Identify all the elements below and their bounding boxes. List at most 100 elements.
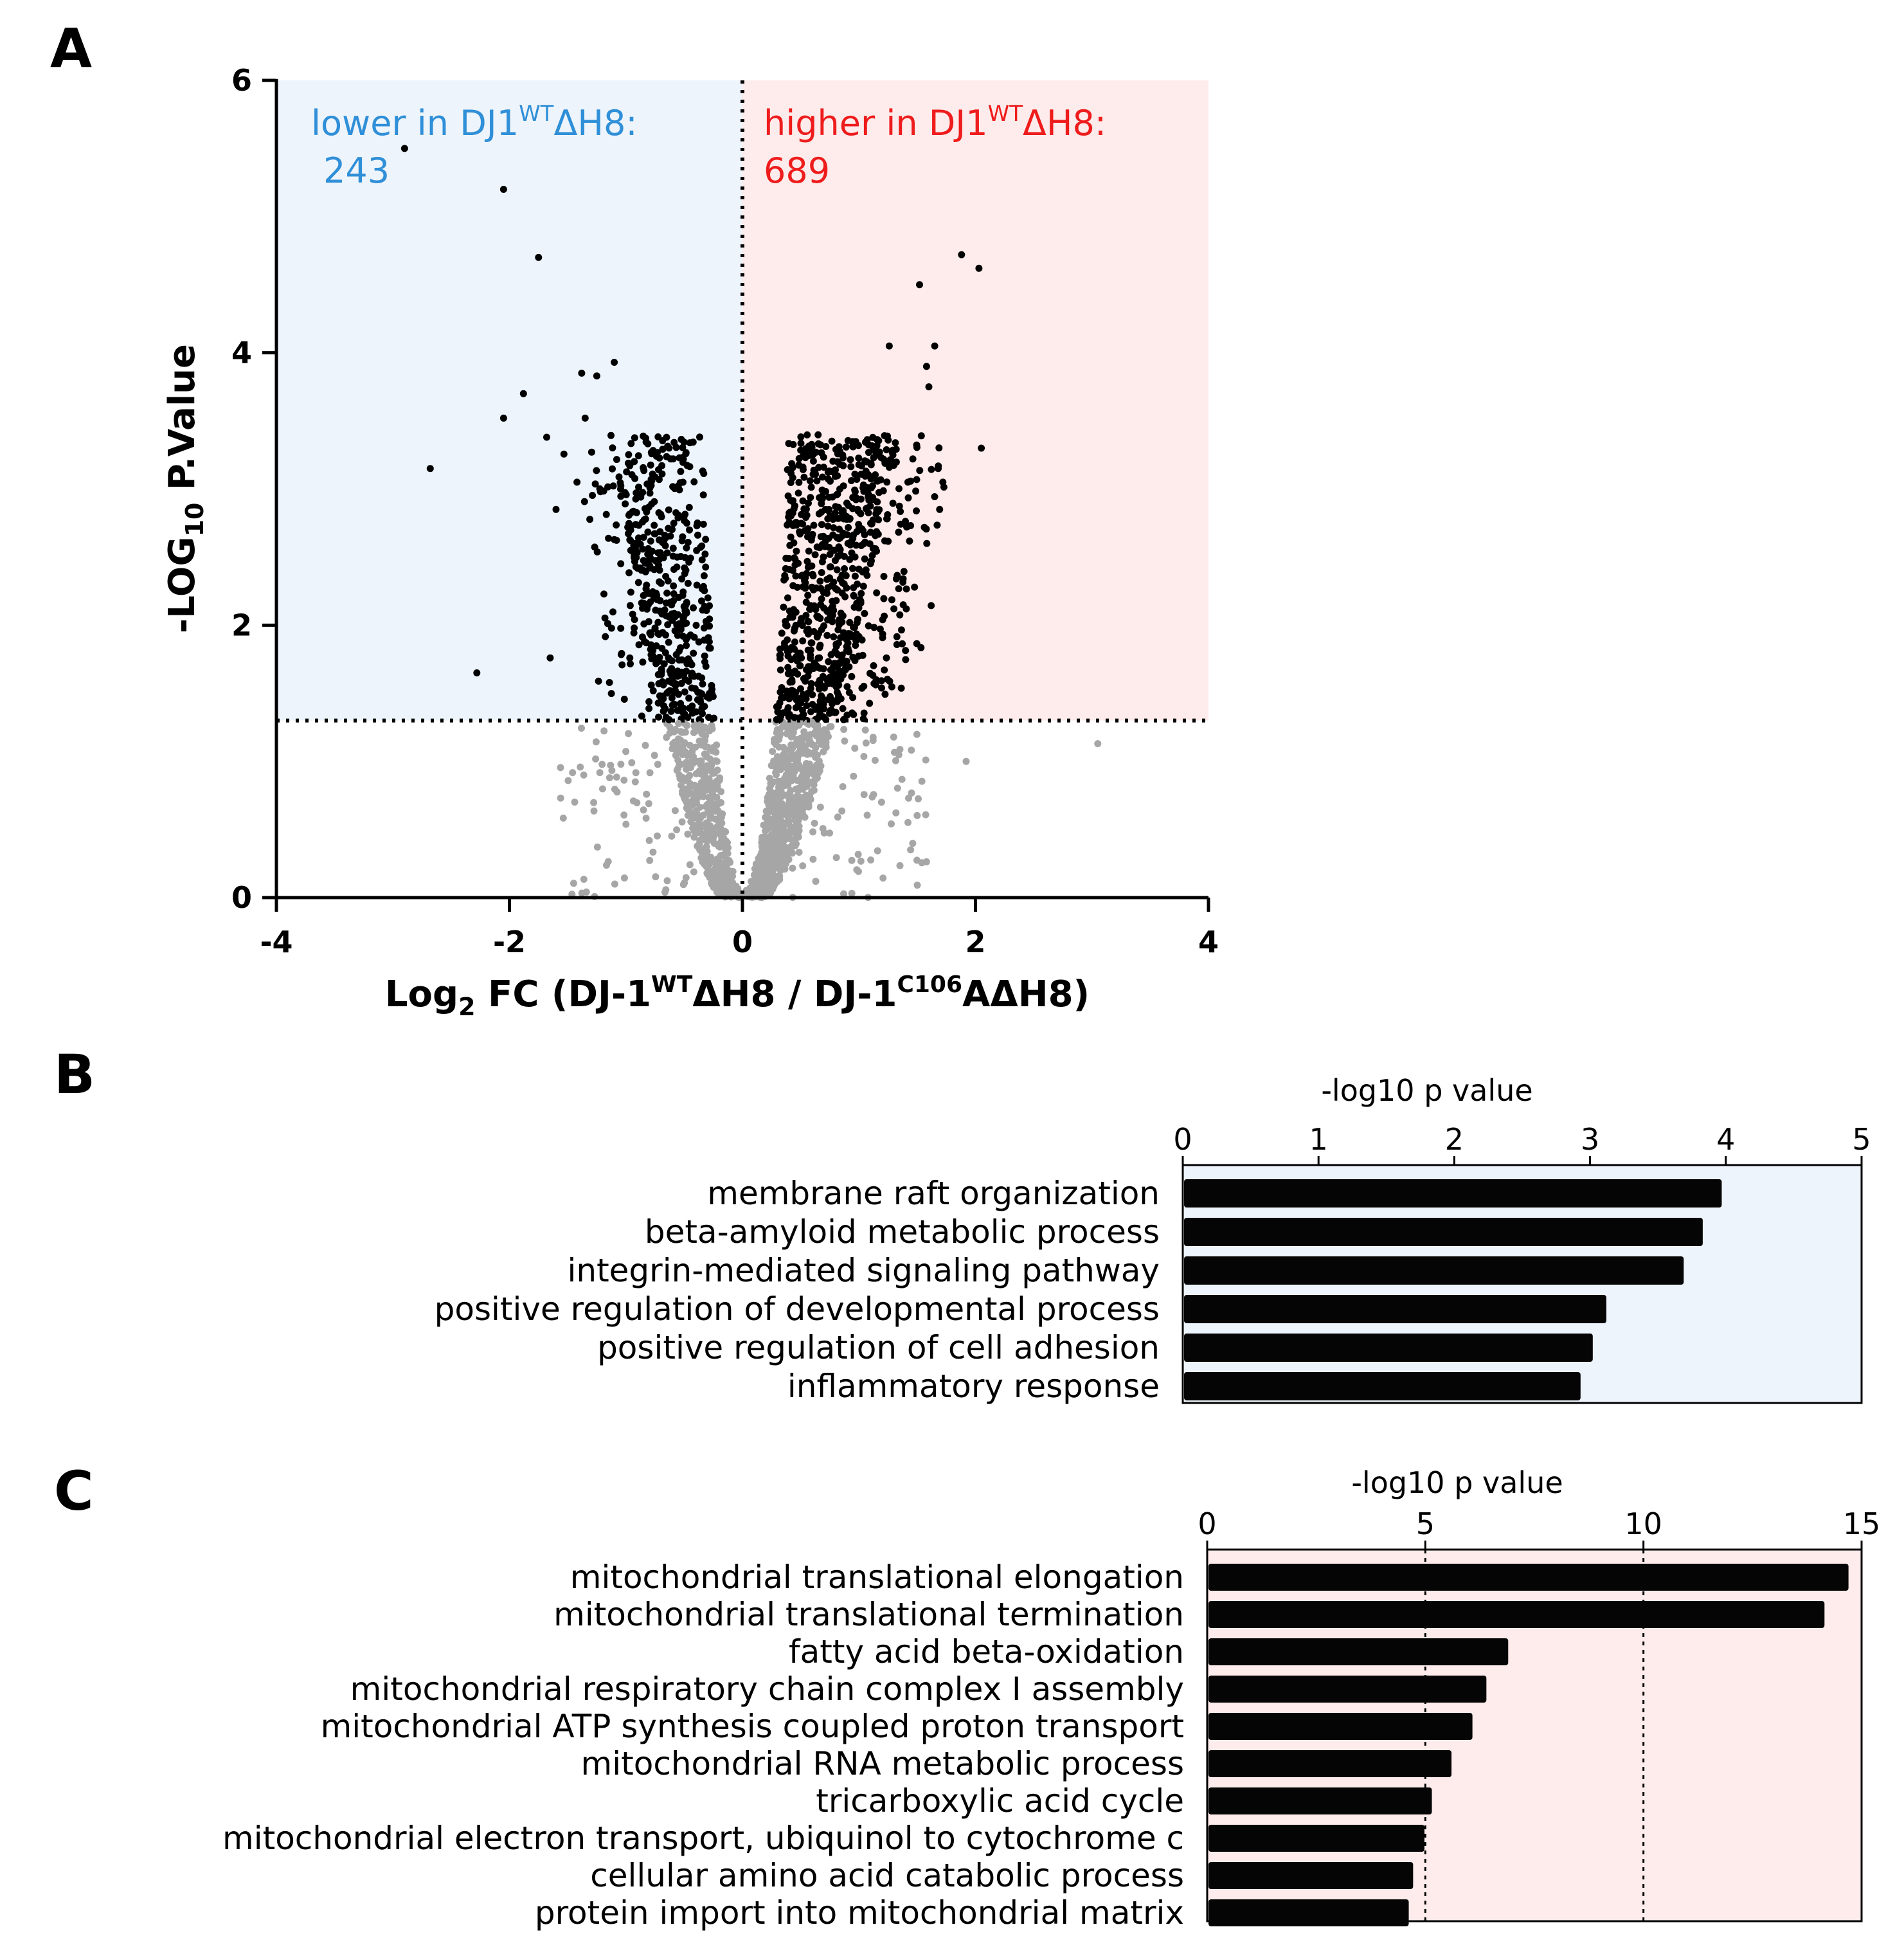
significant-point xyxy=(800,505,808,512)
nonsignificant-point xyxy=(569,769,577,777)
significant-point xyxy=(573,478,581,486)
significant-point xyxy=(849,534,857,542)
significant-point xyxy=(797,520,805,527)
nonsignificant-point xyxy=(826,829,834,837)
significant-point xyxy=(844,645,852,653)
bar xyxy=(1208,1825,1424,1852)
nonsignificant-point xyxy=(600,727,608,735)
significant-point xyxy=(814,431,822,439)
significant-point xyxy=(797,440,805,447)
nonsignificant-point xyxy=(892,809,900,817)
significant-point xyxy=(801,527,809,534)
significant-point xyxy=(827,706,835,714)
nonsignificant-point xyxy=(716,865,724,873)
category-label: mitochondrial respiratory chain complex … xyxy=(350,1670,1184,1708)
y-tick-label: 4 xyxy=(231,336,252,370)
nonsignificant-point xyxy=(631,778,639,786)
significant-point xyxy=(656,566,663,574)
nonsignificant-point xyxy=(820,829,828,837)
significant-point xyxy=(917,432,925,440)
x-tick-label: 2 xyxy=(965,925,985,959)
significant-point xyxy=(820,464,827,471)
significant-point xyxy=(681,517,688,525)
significant-point xyxy=(642,435,650,442)
significant-point xyxy=(678,537,686,545)
significant-point xyxy=(666,667,674,675)
nonsignificant-point xyxy=(645,800,652,808)
significant-point xyxy=(896,611,904,619)
nonsignificant-point xyxy=(765,801,773,809)
significant-point xyxy=(705,644,713,652)
significant-point xyxy=(644,550,652,558)
nonsignificant-point xyxy=(780,744,787,752)
significant-point xyxy=(665,716,673,723)
nonsignificant-point xyxy=(784,855,791,863)
nonsignificant-point xyxy=(666,729,674,737)
lower-label-text-after: ΔH8: xyxy=(553,103,637,143)
significant-point xyxy=(695,638,703,646)
significant-point xyxy=(850,623,857,631)
category-label: beta-amyloid metabolic process xyxy=(645,1213,1160,1251)
significant-point xyxy=(799,466,807,473)
xlabel-sub: 2 xyxy=(458,993,475,1021)
significant-point xyxy=(933,521,941,529)
nonsignificant-point xyxy=(762,833,769,841)
significant-point xyxy=(780,603,787,611)
significant-point xyxy=(808,664,816,672)
significant-point xyxy=(654,619,662,626)
significant-point xyxy=(809,572,817,580)
significant-point xyxy=(690,649,697,657)
significant-point xyxy=(651,498,658,505)
significant-point xyxy=(879,487,887,494)
significant-point xyxy=(663,549,671,557)
nonsignificant-point xyxy=(765,792,773,799)
significant-point xyxy=(807,680,815,687)
category-label: mitochondrial electron transport, ubiqui… xyxy=(222,1820,1184,1857)
significant-point xyxy=(786,678,794,686)
significant-point xyxy=(685,558,693,566)
significant-point xyxy=(639,658,647,666)
significant-point xyxy=(935,465,942,473)
significant-point xyxy=(847,463,855,471)
significant-point xyxy=(702,536,710,543)
nonsignificant-point xyxy=(688,747,696,755)
significant-point xyxy=(664,577,672,584)
nonsignificant-point xyxy=(778,829,786,837)
significant-point xyxy=(831,547,838,554)
volcano-y-axis-title: -LOG10 P.Value xyxy=(161,344,209,633)
nonsignificant-point xyxy=(863,811,871,819)
significant-point xyxy=(829,617,836,625)
significant-point xyxy=(849,565,856,572)
nonsignificant-point xyxy=(775,873,782,880)
nonsignificant-point xyxy=(795,786,802,794)
significant-point xyxy=(682,566,690,574)
significant-point xyxy=(658,665,665,673)
significant-point xyxy=(680,439,688,446)
significant-point xyxy=(855,454,863,462)
nonsignificant-point xyxy=(768,848,775,856)
nonsignificant-point xyxy=(789,824,797,831)
nonsignificant-point xyxy=(770,882,778,889)
nonsignificant-point xyxy=(684,806,692,813)
significant-point xyxy=(626,654,634,662)
significant-point xyxy=(588,448,595,456)
nonsignificant-point xyxy=(724,874,732,882)
significant-point xyxy=(799,637,807,645)
significant-point xyxy=(682,449,690,457)
significant-point xyxy=(674,514,682,521)
significant-point xyxy=(820,588,827,596)
nonsignificant-point xyxy=(580,771,588,779)
significant-point xyxy=(867,461,875,469)
significant-point xyxy=(626,462,634,469)
significant-point xyxy=(860,709,868,717)
nonsignificant-point xyxy=(717,824,724,832)
significant-point xyxy=(780,694,787,701)
nonsignificant-point xyxy=(679,774,687,782)
nonsignificant-point xyxy=(672,741,680,748)
nonsignificant-point xyxy=(606,774,613,782)
nonsignificant-point xyxy=(777,822,785,830)
significant-point xyxy=(889,451,897,459)
nonsignificant-point xyxy=(611,880,618,888)
significant-point xyxy=(695,673,703,680)
nonsignificant-point xyxy=(758,839,766,846)
